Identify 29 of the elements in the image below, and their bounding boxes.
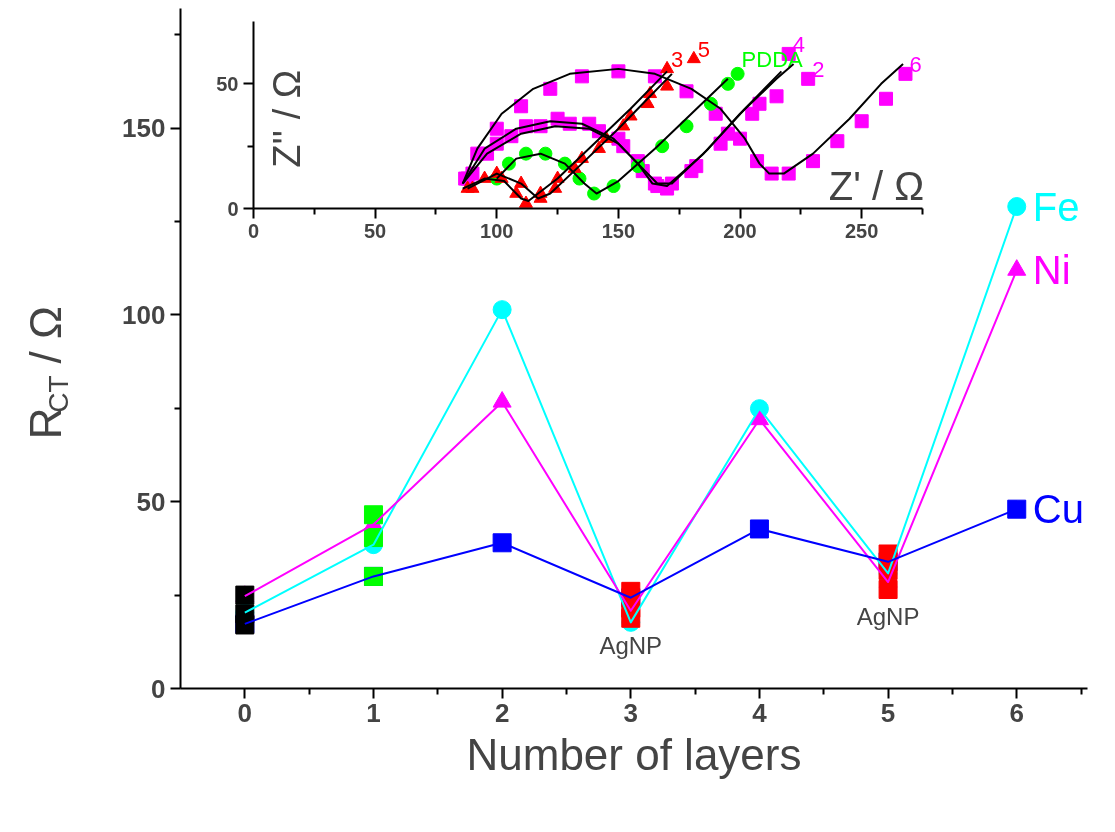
y-tick-label: 50 — [136, 486, 166, 517]
annotation: AgNP — [856, 603, 920, 631]
x-tick-label: 2 — [494, 697, 510, 728]
x-tick-label: 4 — [752, 697, 768, 728]
y-tick-label: 150 — [122, 113, 166, 144]
x-tick-label: 250 — [845, 219, 879, 242]
series-label: 6 — [909, 51, 922, 77]
series-label: 5 — [697, 36, 711, 62]
y-axis-title: RCT / Ω — [21, 306, 75, 440]
series-label: Cu — [1032, 487, 1084, 532]
series-label: 3 — [671, 46, 684, 72]
y-tick-label: 100 — [122, 299, 166, 330]
x-tick-label: 3 — [623, 697, 639, 728]
x-axis-title: Number of layers — [466, 729, 802, 779]
y-tick-label: 0 — [151, 673, 166, 704]
series-label: 2 — [812, 56, 825, 82]
x-axis-title: Z' / Ω — [828, 164, 925, 209]
y-axis-title: Z'' / Ω — [265, 69, 308, 168]
series-label: Ni — [1032, 248, 1071, 293]
series-label: Fe — [1032, 184, 1080, 229]
annotation: AgNP — [599, 632, 663, 660]
x-tick-label: 50 — [364, 219, 387, 242]
x-tick-label: 100 — [480, 219, 514, 242]
x-tick-label: 5 — [880, 697, 896, 728]
x-tick-label: 1 — [366, 697, 381, 728]
x-tick-label: 0 — [247, 219, 260, 242]
x-tick-label: 150 — [601, 219, 636, 242]
x-tick-label: 200 — [723, 219, 757, 242]
x-tick-label: 6 — [1009, 697, 1024, 728]
